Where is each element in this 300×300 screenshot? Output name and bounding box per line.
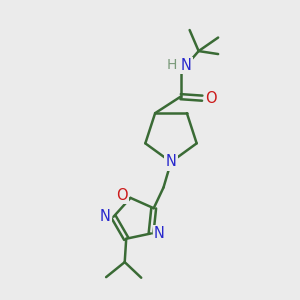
- Text: N: N: [166, 154, 176, 169]
- Text: O: O: [116, 188, 128, 203]
- Text: N: N: [154, 226, 165, 241]
- Text: N: N: [100, 209, 111, 224]
- Text: H: H: [167, 58, 177, 73]
- Text: O: O: [205, 91, 216, 106]
- Text: N: N: [181, 58, 191, 73]
